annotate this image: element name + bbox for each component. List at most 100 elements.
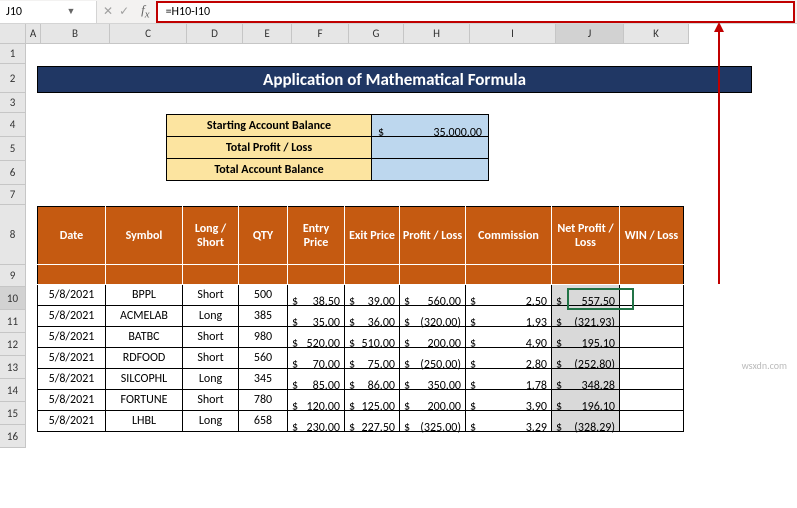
table-cell[interactable]: $(325.00) <box>400 411 466 432</box>
table-cell[interactable]: 5/8/2021 <box>38 348 106 369</box>
table-cell[interactable]: Short <box>183 285 239 306</box>
table-cell[interactable]: 780 <box>239 390 288 411</box>
table-cell[interactable]: 980 <box>239 327 288 348</box>
table-cell[interactable]: Short <box>183 327 239 348</box>
table-cell[interactable]: 5/8/2021 <box>38 369 106 390</box>
table-cell[interactable]: $125.00 <box>345 390 400 411</box>
column-header[interactable]: J <box>556 24 624 44</box>
column-header[interactable]: A <box>26 24 41 44</box>
table-cell[interactable]: Long <box>183 369 239 390</box>
table-cell[interactable]: $227.50 <box>345 411 400 432</box>
table-cell[interactable]: Short <box>183 348 239 369</box>
table-cell[interactable]: $36.00 <box>345 306 400 327</box>
row-header[interactable]: 13 <box>0 356 26 379</box>
table-cell[interactable] <box>400 265 466 285</box>
table-cell[interactable]: 500 <box>239 285 288 306</box>
table-cell[interactable]: $200.00 <box>400 390 466 411</box>
row-header[interactable]: 9 <box>0 265 26 287</box>
table-cell[interactable]: $120.00 <box>288 390 345 411</box>
table-cell[interactable]: $195.10 <box>552 327 620 348</box>
table-cell[interactable]: $86.00 <box>345 369 400 390</box>
table-cell[interactable]: $200.00 <box>400 327 466 348</box>
table-header-cell[interactable]: Symbol <box>106 207 183 265</box>
table-cell[interactable]: $4.90 <box>466 327 552 348</box>
table-cell[interactable] <box>620 369 684 390</box>
row-header[interactable]: 1 <box>0 44 26 64</box>
table-cell[interactable]: 5/8/2021 <box>38 411 106 432</box>
table-cell[interactable]: Long <box>183 411 239 432</box>
column-header[interactable]: F <box>292 24 349 44</box>
table-cell[interactable]: SILCOPHL <box>106 369 183 390</box>
table-header-cell[interactable]: Entry Price <box>288 207 345 265</box>
table-cell[interactable]: 385 <box>239 306 288 327</box>
table-cell[interactable] <box>620 265 684 285</box>
row-header[interactable]: 7 <box>0 185 26 205</box>
table-header-cell[interactable]: QTY <box>239 207 288 265</box>
row-header[interactable]: 5 <box>0 137 26 161</box>
fx-icon[interactable]: fx <box>135 2 155 21</box>
name-box-dropdown-icon[interactable]: ▼ <box>64 6 78 17</box>
formula-input[interactable] <box>158 5 793 19</box>
table-cell[interactable] <box>620 390 684 411</box>
table-cell[interactable]: $560.00 <box>400 285 466 306</box>
table-cell[interactable]: $1.78 <box>466 369 552 390</box>
cancel-icon[interactable]: ✕ <box>103 4 113 19</box>
table-cell[interactable]: FORTUNE <box>106 390 183 411</box>
table-cell[interactable] <box>620 285 684 306</box>
table-cell[interactable]: $230.00 <box>288 411 345 432</box>
name-box[interactable] <box>0 3 64 21</box>
row-header[interactable]: 10 <box>0 287 26 310</box>
table-cell[interactable] <box>552 265 620 285</box>
table-cell[interactable] <box>183 265 239 285</box>
table-header-cell[interactable]: Date <box>38 207 106 265</box>
table-cell[interactable] <box>620 306 684 327</box>
column-header[interactable]: B <box>41 24 110 44</box>
table-cell[interactable] <box>620 411 684 432</box>
table-cell[interactable]: RDFOOD <box>106 348 183 369</box>
select-all-corner[interactable] <box>0 24 26 44</box>
row-header[interactable]: 3 <box>0 93 26 113</box>
table-header-cell[interactable]: Profit / Loss <box>400 207 466 265</box>
table-cell[interactable]: $520.00 <box>288 327 345 348</box>
row-header[interactable]: 6 <box>0 161 26 185</box>
table-cell[interactable]: 560 <box>239 348 288 369</box>
table-cell[interactable] <box>345 265 400 285</box>
table-cell[interactable]: $350.00 <box>400 369 466 390</box>
table-cell[interactable]: ACMELAB <box>106 306 183 327</box>
table-cell[interactable]: $2.50 <box>466 285 552 306</box>
row-header[interactable]: 2 <box>0 64 26 93</box>
table-cell[interactable]: $3.90 <box>466 390 552 411</box>
table-cell[interactable]: $510.00 <box>345 327 400 348</box>
summary-value[interactable]: $35,000.00 <box>372 115 489 137</box>
table-cell[interactable]: $557.50 <box>552 285 620 306</box>
table-cell[interactable]: $(320.00) <box>400 306 466 327</box>
table-cell[interactable]: $3.29 <box>466 411 552 432</box>
table-cell[interactable] <box>288 265 345 285</box>
table-cell[interactable]: $85.00 <box>288 369 345 390</box>
table-cell[interactable]: $39.00 <box>345 285 400 306</box>
table-cell[interactable]: 658 <box>239 411 288 432</box>
row-header[interactable]: 16 <box>0 425 26 448</box>
table-cell[interactable]: 5/8/2021 <box>38 306 106 327</box>
table-cell[interactable]: $(321.93) <box>552 306 620 327</box>
table-header-cell[interactable]: Commission <box>466 207 552 265</box>
table-cell[interactable]: $(252.80) <box>552 348 620 369</box>
table-header-cell[interactable]: Net Profit / Loss <box>552 207 620 265</box>
table-cell[interactable]: Long <box>183 306 239 327</box>
table-cell[interactable]: BPPL <box>106 285 183 306</box>
table-cell[interactable]: Short <box>183 390 239 411</box>
table-cell[interactable]: LHBL <box>106 411 183 432</box>
column-header[interactable]: K <box>624 24 689 44</box>
table-header-cell[interactable]: Exit Price <box>345 207 400 265</box>
table-cell[interactable] <box>620 327 684 348</box>
row-header[interactable]: 14 <box>0 379 26 402</box>
column-header[interactable]: C <box>110 24 187 44</box>
table-cell[interactable]: $2.80 <box>466 348 552 369</box>
table-cell[interactable] <box>106 265 183 285</box>
table-cell[interactable]: $196.10 <box>552 390 620 411</box>
row-header[interactable]: 4 <box>0 113 26 137</box>
column-header[interactable]: I <box>470 24 556 44</box>
table-cell[interactable]: $(250.00) <box>400 348 466 369</box>
table-cell[interactable] <box>38 265 106 285</box>
table-cell[interactable]: 5/8/2021 <box>38 390 106 411</box>
